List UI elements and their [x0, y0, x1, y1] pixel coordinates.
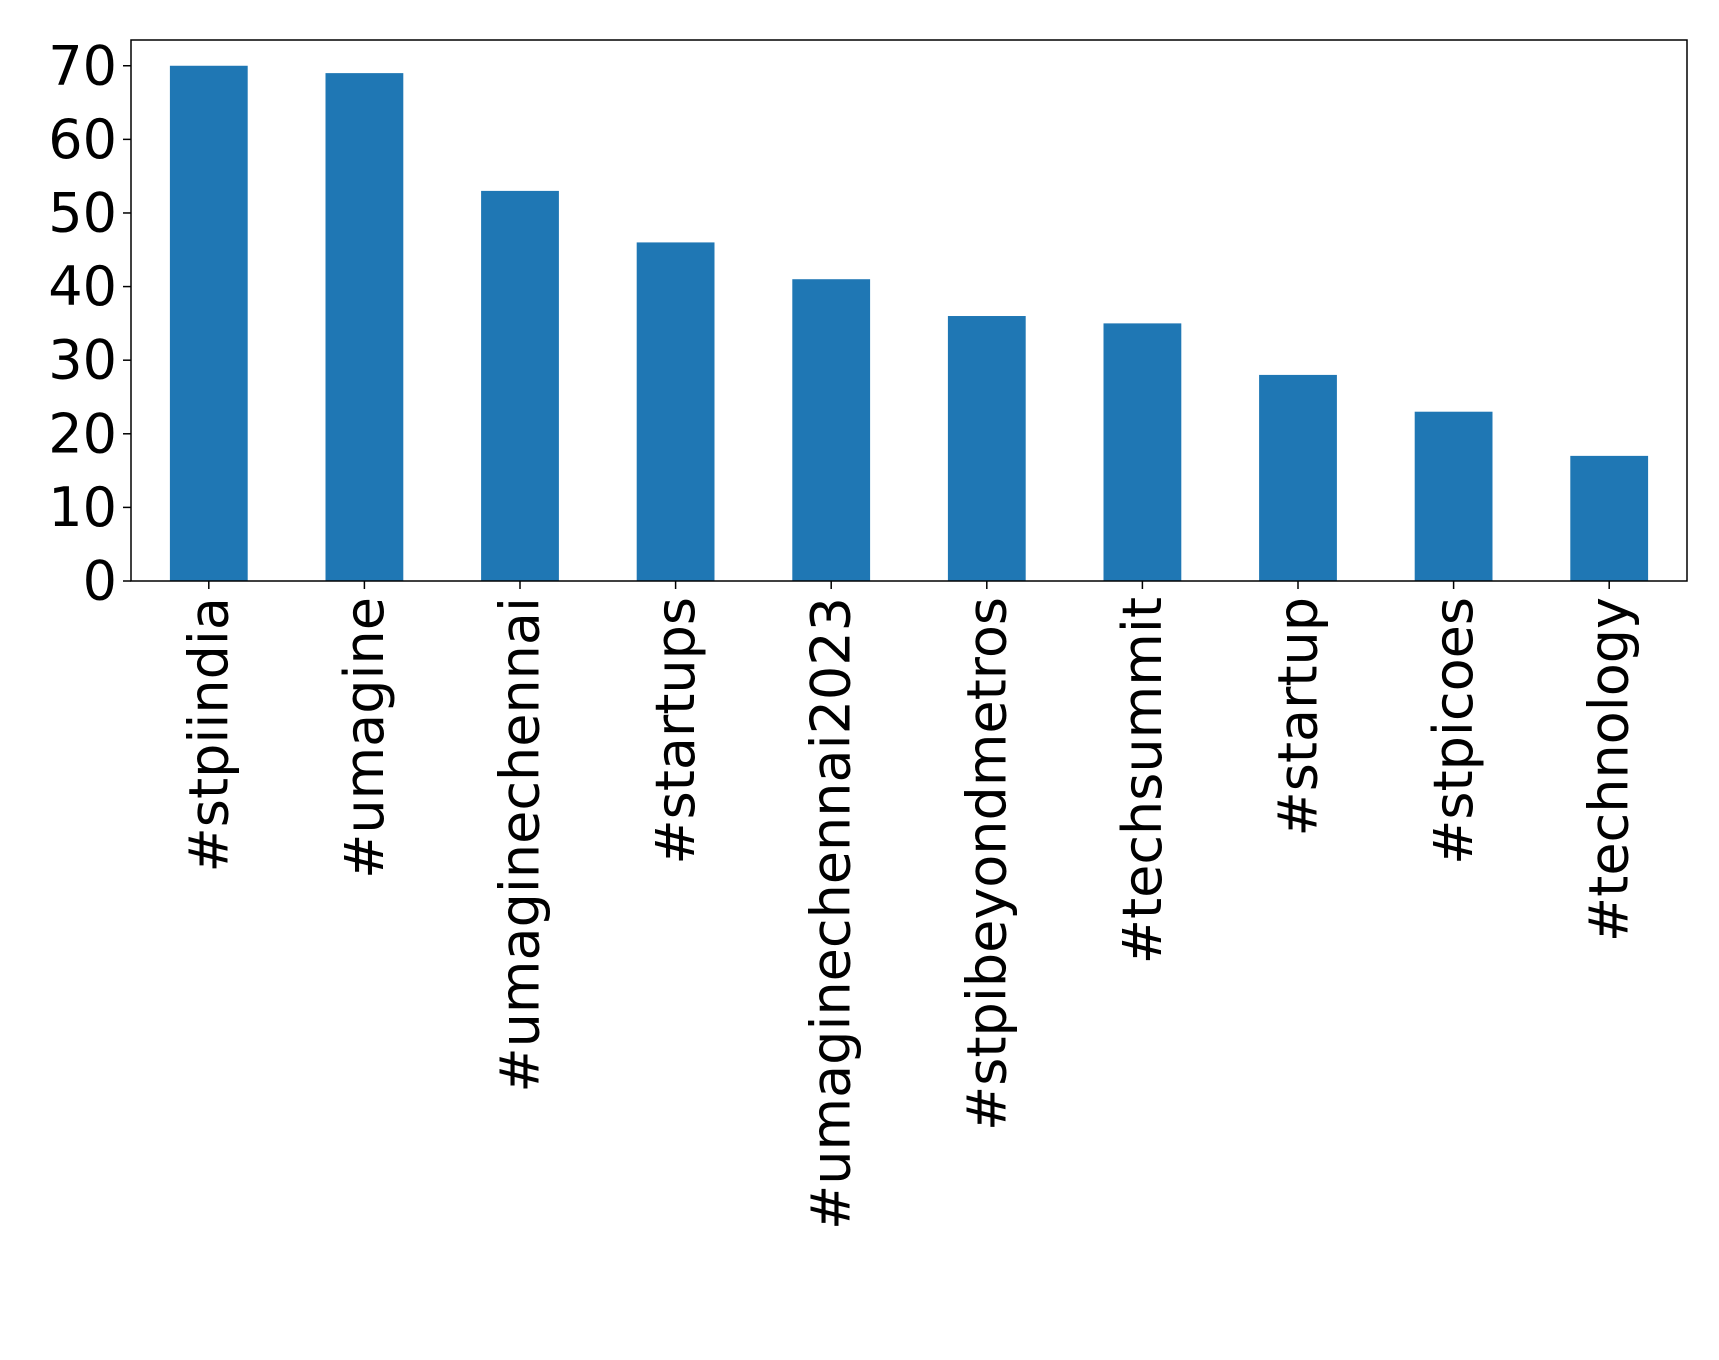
x-tick-label: #startups [644, 597, 707, 865]
x-tick-label: #umagine [333, 597, 396, 879]
x-tick-label: #technology [1578, 597, 1641, 942]
x-axis: #stpiindia #umagine #umaginechennai #startu… [177, 581, 1641, 1230]
bar-umaginechennai2023 [792, 279, 871, 581]
x-tick-label: #stpibeyondmetros [955, 597, 1018, 1131]
x-tick-label: #stpiindia [177, 597, 240, 872]
x-tick-label: #stpicoes [1422, 597, 1485, 865]
plot-frame [130, 39, 1688, 582]
x-tick-label: #startup [1267, 597, 1330, 837]
x-tick-label: #techsummit [1111, 597, 1174, 964]
bars-layer [169, 65, 1649, 582]
x-tick-label: #umaginechennai [489, 597, 552, 1093]
x-tick-label: #umaginechennai2023 [800, 597, 863, 1230]
y-axis: 0 10 20 30 40 50 60 70 [48, 34, 131, 613]
bar-stpibeyondmetros [947, 316, 1026, 581]
y-tick-label: 50 [48, 181, 117, 244]
y-tick-label: 20 [48, 402, 117, 465]
y-tick-label: 60 [48, 108, 117, 171]
bar-stpiindia [169, 65, 248, 581]
y-tick-label: 30 [48, 329, 117, 392]
bar-startup [1259, 374, 1337, 581]
y-tick-label: 0 [83, 550, 117, 613]
bar-umaginechennai [481, 190, 559, 581]
bar-stpicoes [1414, 411, 1493, 581]
y-tick-label: 10 [48, 476, 117, 539]
bar-techsummit [1103, 323, 1182, 581]
bar-technology [1570, 455, 1649, 581]
bar-startups [636, 242, 715, 581]
y-tick-label: 40 [48, 255, 117, 318]
bar-umagine [325, 73, 404, 582]
y-tick-label: 70 [48, 34, 117, 97]
